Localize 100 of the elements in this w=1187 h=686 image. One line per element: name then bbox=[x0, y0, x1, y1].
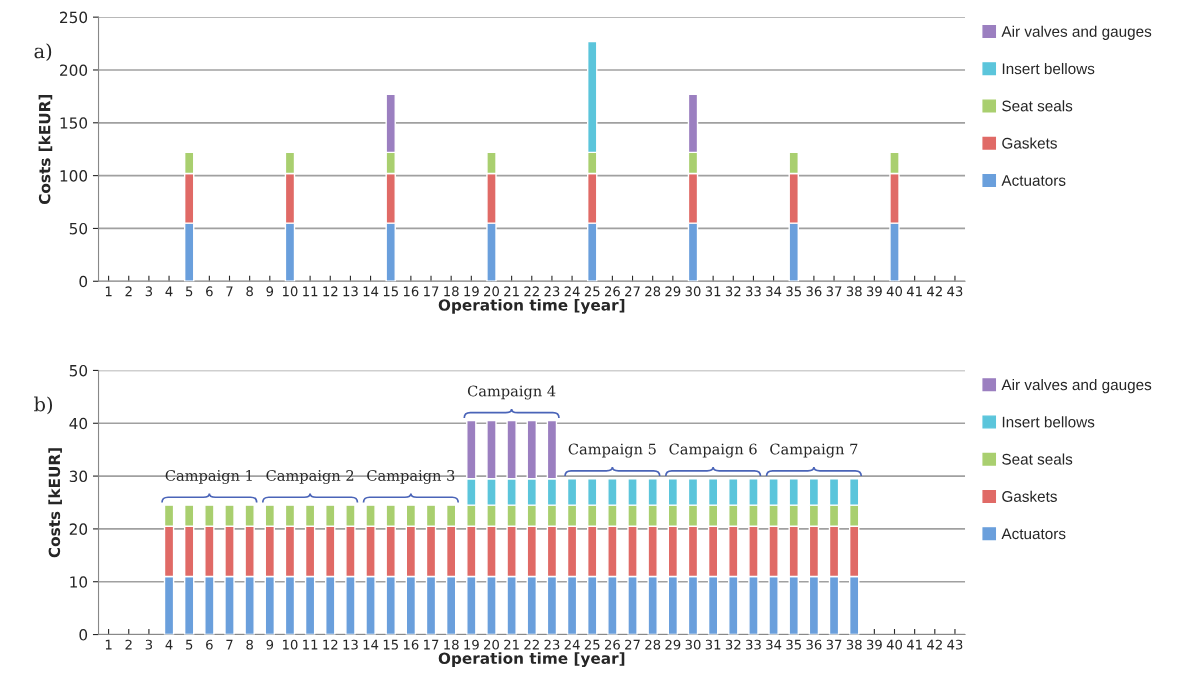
x-tick-label: 42 bbox=[927, 639, 942, 650]
x-tick-label: 39 bbox=[866, 639, 882, 650]
annotation: Campaign 1 bbox=[165, 469, 252, 485]
x-tick-label: 5 bbox=[186, 286, 193, 297]
y-tick-label: 200 bbox=[60, 64, 88, 76]
x-axis-title: Operation time [year] bbox=[438, 652, 625, 668]
y-tick-label: 100 bbox=[60, 170, 88, 182]
x-tick-label: 18 bbox=[444, 286, 459, 297]
x-tick-label: 27 bbox=[625, 639, 640, 650]
x-tick-label: 40 bbox=[886, 286, 903, 297]
x-tick-label: 25 bbox=[584, 639, 600, 650]
x-tick-label: 39 bbox=[866, 286, 882, 297]
x-tick-label: 33 bbox=[746, 639, 761, 650]
legend-label: Seat seals bbox=[1002, 100, 1073, 112]
x-tick-label: 26 bbox=[604, 286, 620, 297]
x-tick-label: 35 bbox=[786, 286, 801, 297]
x-tick-label: 27 bbox=[625, 286, 640, 297]
x-tick-label: 36 bbox=[806, 639, 822, 650]
x-tick-label: 41 bbox=[906, 286, 922, 297]
legend-label: Actuators bbox=[1001, 175, 1066, 186]
x-tick-label: 5 bbox=[186, 639, 193, 650]
x-tick-label: 24 bbox=[564, 286, 580, 297]
y-tick-label: 30 bbox=[69, 470, 88, 483]
x-tick-label: 16 bbox=[403, 639, 419, 650]
x-tick-label: 22 bbox=[524, 286, 539, 297]
x-tick-label: 28 bbox=[645, 639, 661, 650]
x-tick-label: 32 bbox=[725, 639, 741, 650]
y-axis-title: Costs [kEUR] bbox=[48, 448, 62, 558]
x-tick-label: 18 bbox=[444, 639, 459, 650]
x-tick-label: 19 bbox=[464, 639, 479, 650]
x-tick-label: 29 bbox=[665, 286, 681, 297]
legend-label: Gaskets bbox=[1002, 490, 1057, 502]
text: a) bbox=[34, 43, 52, 62]
x-axis-title: Operation time [year] bbox=[438, 298, 625, 314]
x-tick-label: 12 bbox=[323, 639, 338, 650]
x-tick-label: 42 bbox=[927, 286, 942, 297]
x-tick-label: 30 bbox=[685, 286, 701, 297]
x-tick-label: 35 bbox=[786, 639, 801, 650]
x-tick-label: 43 bbox=[947, 286, 963, 297]
x-tick-label: 20 bbox=[484, 639, 499, 650]
x-tick-label: 38 bbox=[846, 639, 862, 650]
y-tick-label: 0 bbox=[79, 275, 88, 288]
annotation: Campaign 7 bbox=[770, 443, 858, 458]
legend-label: Air valves and gauges bbox=[1001, 378, 1152, 394]
x-tick-label: 1 bbox=[105, 286, 112, 297]
x-tick-label: 9 bbox=[266, 286, 274, 297]
x-tick-label: 8 bbox=[246, 286, 253, 297]
x-tick-label: 10 bbox=[283, 639, 298, 650]
x-tick-label: 20 bbox=[484, 286, 499, 297]
y-tick-label: 50 bbox=[69, 222, 88, 235]
y-tick-label: 50 bbox=[69, 364, 88, 377]
y-axis-title: Costs [kEUR] bbox=[38, 94, 53, 205]
x-tick-label: 31 bbox=[705, 286, 721, 297]
x-tick-label: 30 bbox=[685, 639, 701, 650]
x-tick-label: 22 bbox=[524, 639, 539, 650]
x-tick-label: 38 bbox=[846, 286, 862, 297]
legend-label: Actuators bbox=[1001, 528, 1066, 540]
x-tick-label: 40 bbox=[886, 639, 903, 650]
y-tick-label: 0 bbox=[79, 629, 88, 641]
x-tick-label: 29 bbox=[665, 639, 681, 650]
x-tick-label: 2 bbox=[125, 639, 132, 650]
x-tick-label: 26 bbox=[604, 639, 620, 650]
x-tick-label: 7 bbox=[226, 286, 233, 297]
x-tick-label: 15 bbox=[383, 639, 398, 650]
x-tick-label: 10 bbox=[283, 286, 298, 297]
x-tick-label: 4 bbox=[165, 639, 173, 650]
annotation: Campaign 5 bbox=[568, 443, 656, 458]
x-tick-label: 23 bbox=[544, 639, 560, 650]
x-tick-label: 21 bbox=[504, 639, 519, 650]
x-tick-label: 43 bbox=[947, 639, 963, 650]
legend-label: Air valves and gauges bbox=[1001, 25, 1152, 40]
x-tick-label: 17 bbox=[424, 286, 439, 297]
annotation: Campaign 4 bbox=[467, 385, 556, 400]
x-tick-label: 37 bbox=[826, 286, 842, 297]
text: b) bbox=[34, 396, 53, 415]
x-tick-label: 3 bbox=[145, 286, 153, 297]
x-tick-label: 31 bbox=[705, 639, 721, 650]
legend-label: Seat seals bbox=[1002, 453, 1073, 465]
x-tick-label: 17 bbox=[424, 639, 439, 650]
legend-label: Insert bellows bbox=[1002, 416, 1095, 428]
x-tick-label: 33 bbox=[746, 286, 761, 297]
y-tick-label: 250 bbox=[60, 11, 88, 24]
x-tick-label: 28 bbox=[645, 286, 661, 297]
x-tick-label: 12 bbox=[323, 286, 338, 297]
x-tick-label: 7 bbox=[226, 639, 233, 650]
y-tick-label: 10 bbox=[70, 576, 88, 588]
x-tick-label: 1 bbox=[105, 639, 112, 650]
x-tick-label: 19 bbox=[464, 286, 479, 297]
x-tick-label: 37 bbox=[826, 639, 842, 650]
x-tick-label: 14 bbox=[363, 286, 379, 297]
x-tick-label: 41 bbox=[906, 639, 922, 650]
x-tick-label: 13 bbox=[343, 639, 358, 650]
x-tick-label: 3 bbox=[145, 639, 153, 650]
legend-label: Insert bellows bbox=[1002, 62, 1095, 75]
y-tick-label: 40 bbox=[69, 417, 88, 430]
x-tick-label: 8 bbox=[246, 639, 253, 650]
x-tick-label: 11 bbox=[303, 286, 318, 297]
x-tick-label: 13 bbox=[343, 286, 358, 297]
x-tick-label: 2 bbox=[125, 286, 132, 297]
y-tick-label: 150 bbox=[60, 117, 88, 129]
